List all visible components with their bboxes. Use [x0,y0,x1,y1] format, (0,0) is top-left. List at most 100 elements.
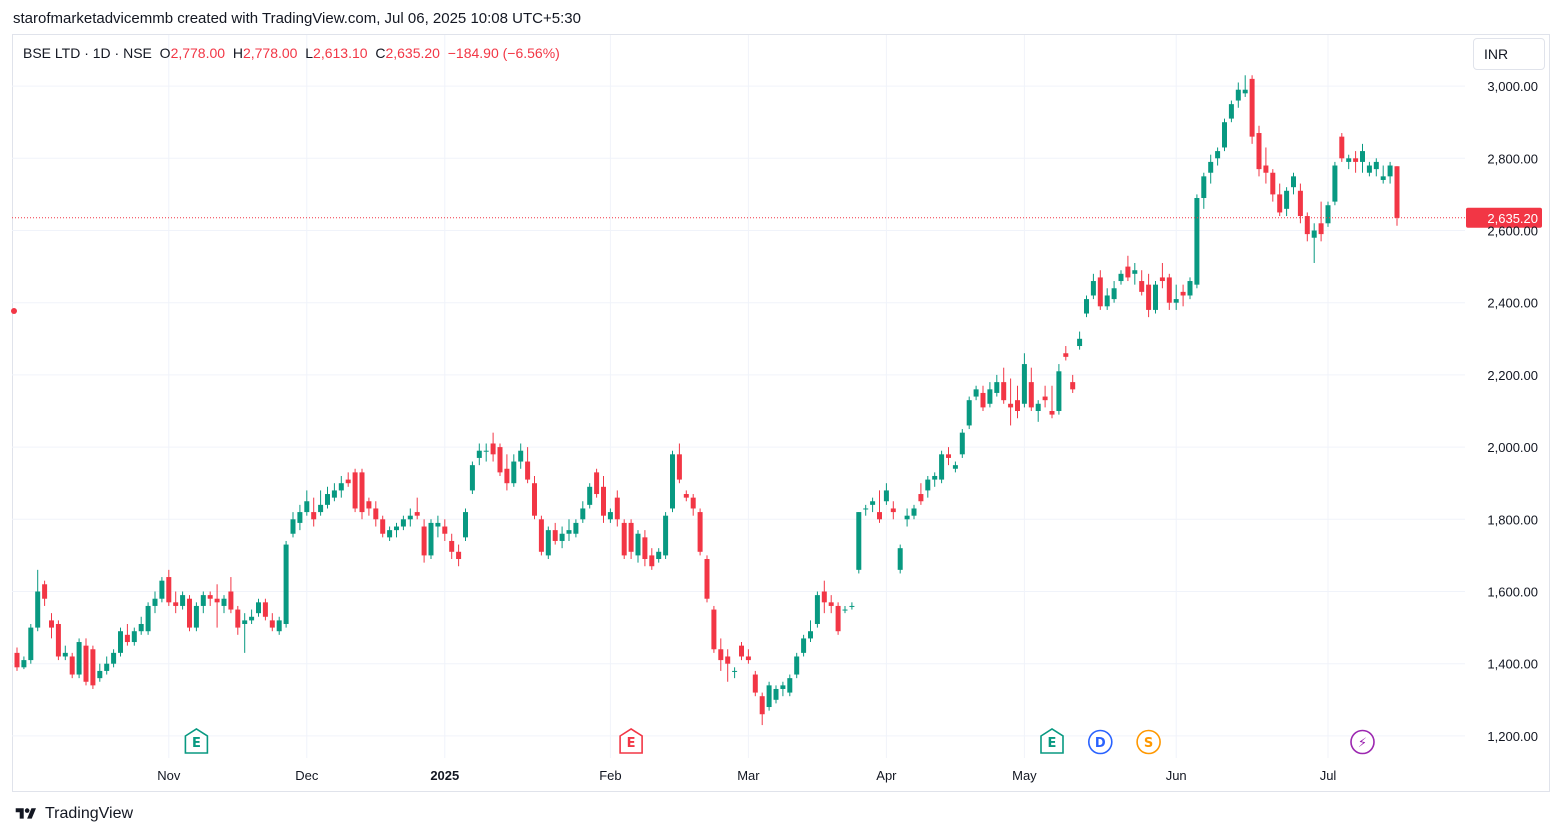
candle-body[interactable] [1097,277,1103,307]
candle-body[interactable] [1008,403,1014,408]
candle-body[interactable] [601,486,606,516]
candle-body[interactable] [538,519,544,552]
candle-body[interactable] [642,537,648,560]
candle-body[interactable] [628,522,634,552]
candle-body[interactable] [1015,400,1020,411]
candle-body[interactable] [808,631,813,639]
candle-body[interactable] [1394,166,1400,218]
candle-body[interactable] [1325,205,1331,224]
candle-body[interactable] [1353,158,1359,162]
candle-body[interactable] [1153,284,1158,310]
candle-body[interactable] [463,512,468,538]
candle-body[interactable] [828,602,834,606]
candle-body[interactable] [1346,158,1352,162]
candle-body[interactable] [159,580,165,599]
candle-body[interactable] [1284,190,1290,209]
candle-body[interactable] [118,631,123,653]
candle-body[interactable] [1215,151,1221,159]
candle-body[interactable] [104,663,110,671]
candle-body[interactable] [256,602,261,614]
candle-body[interactable] [904,515,910,520]
candle-body[interactable] [138,623,144,632]
flash-marker-icon[interactable]: ⚡ [1350,729,1375,755]
candle-body[interactable] [1270,172,1276,195]
candle-body[interactable] [1070,382,1076,390]
candle-body[interactable] [131,631,137,643]
candle-body[interactable] [835,605,841,632]
candle-body[interactable] [428,522,434,556]
candle-body[interactable] [987,389,993,404]
candle-body[interactable] [152,598,158,606]
candle-body[interactable] [1228,104,1234,119]
candle-body[interactable] [573,522,579,534]
candle-body[interactable] [269,620,275,628]
candle-body[interactable] [187,598,192,628]
dividend-marker-icon[interactable]: D [1088,729,1113,755]
candle-body[interactable] [966,400,972,426]
candle-body[interactable] [1111,288,1117,300]
candle-body[interactable] [228,591,234,610]
candle-body[interactable] [656,551,662,560]
candle-body[interactable] [124,634,130,643]
candle-body[interactable] [697,512,703,552]
candle-body[interactable] [1056,371,1062,411]
candle-body[interactable] [718,649,724,661]
candle-body[interactable] [649,555,655,567]
candle-body[interactable] [1187,281,1193,296]
candle-body[interactable] [276,620,282,632]
candle-body[interactable] [49,620,54,628]
candle-body[interactable] [952,465,958,469]
candle-body[interactable] [1049,411,1055,415]
candle-body[interactable] [842,609,848,611]
candle-body[interactable] [1318,223,1324,235]
candle-body[interactable] [614,497,620,520]
candle-body[interactable] [345,479,351,484]
candle-body[interactable] [587,486,593,505]
tradingview-brand[interactable]: TradingView [13,805,133,823]
candle-body[interactable] [1173,299,1179,303]
candle-body[interactable] [787,678,793,693]
candle-body[interactable] [297,512,303,523]
candle-body[interactable] [442,526,448,534]
candle-body[interactable] [780,685,786,689]
candle-body[interactable] [1042,396,1048,401]
candle-body[interactable] [1277,194,1283,213]
candle-body[interactable] [325,494,330,505]
candle-body[interactable] [90,649,96,686]
candle-body[interactable] [752,674,758,693]
candle-body[interactable] [1380,176,1386,180]
candle-body[interactable] [814,595,820,624]
candle-body[interactable] [1077,338,1083,347]
candle-body[interactable] [911,508,917,516]
candle-body[interactable] [387,530,393,538]
candle-body[interactable] [621,522,627,556]
candle-body[interactable] [331,490,337,498]
candle-body[interactable] [794,656,800,675]
candle-body[interactable] [311,512,317,520]
candle-body[interactable] [607,512,613,520]
candle-body[interactable] [476,450,482,458]
candle-body[interactable] [1104,295,1110,307]
candle-body[interactable] [380,519,386,534]
candle-body[interactable] [42,584,48,599]
candle-body[interactable] [1194,198,1200,285]
candle-body[interactable] [490,443,496,455]
candle-body[interactable] [890,508,896,513]
candle-body[interactable] [518,450,524,462]
candle-body[interactable] [283,544,289,624]
split-marker-icon[interactable]: S [1136,729,1161,755]
candle-body[interactable] [732,670,738,672]
candle-body[interactable] [725,656,731,664]
candle-body[interactable] [421,526,427,556]
candle-body[interactable] [552,530,558,541]
candle-body[interactable] [1201,176,1207,199]
candle-body[interactable] [773,688,779,700]
candle-body[interactable] [1360,151,1365,162]
candle-body[interactable] [946,454,951,458]
candle-body[interactable] [1311,230,1317,238]
candle-body[interactable] [1263,165,1269,173]
candle-body[interactable] [1256,133,1262,170]
currency-selector[interactable]: INR [1473,38,1545,70]
candle-body[interactable] [704,559,710,599]
